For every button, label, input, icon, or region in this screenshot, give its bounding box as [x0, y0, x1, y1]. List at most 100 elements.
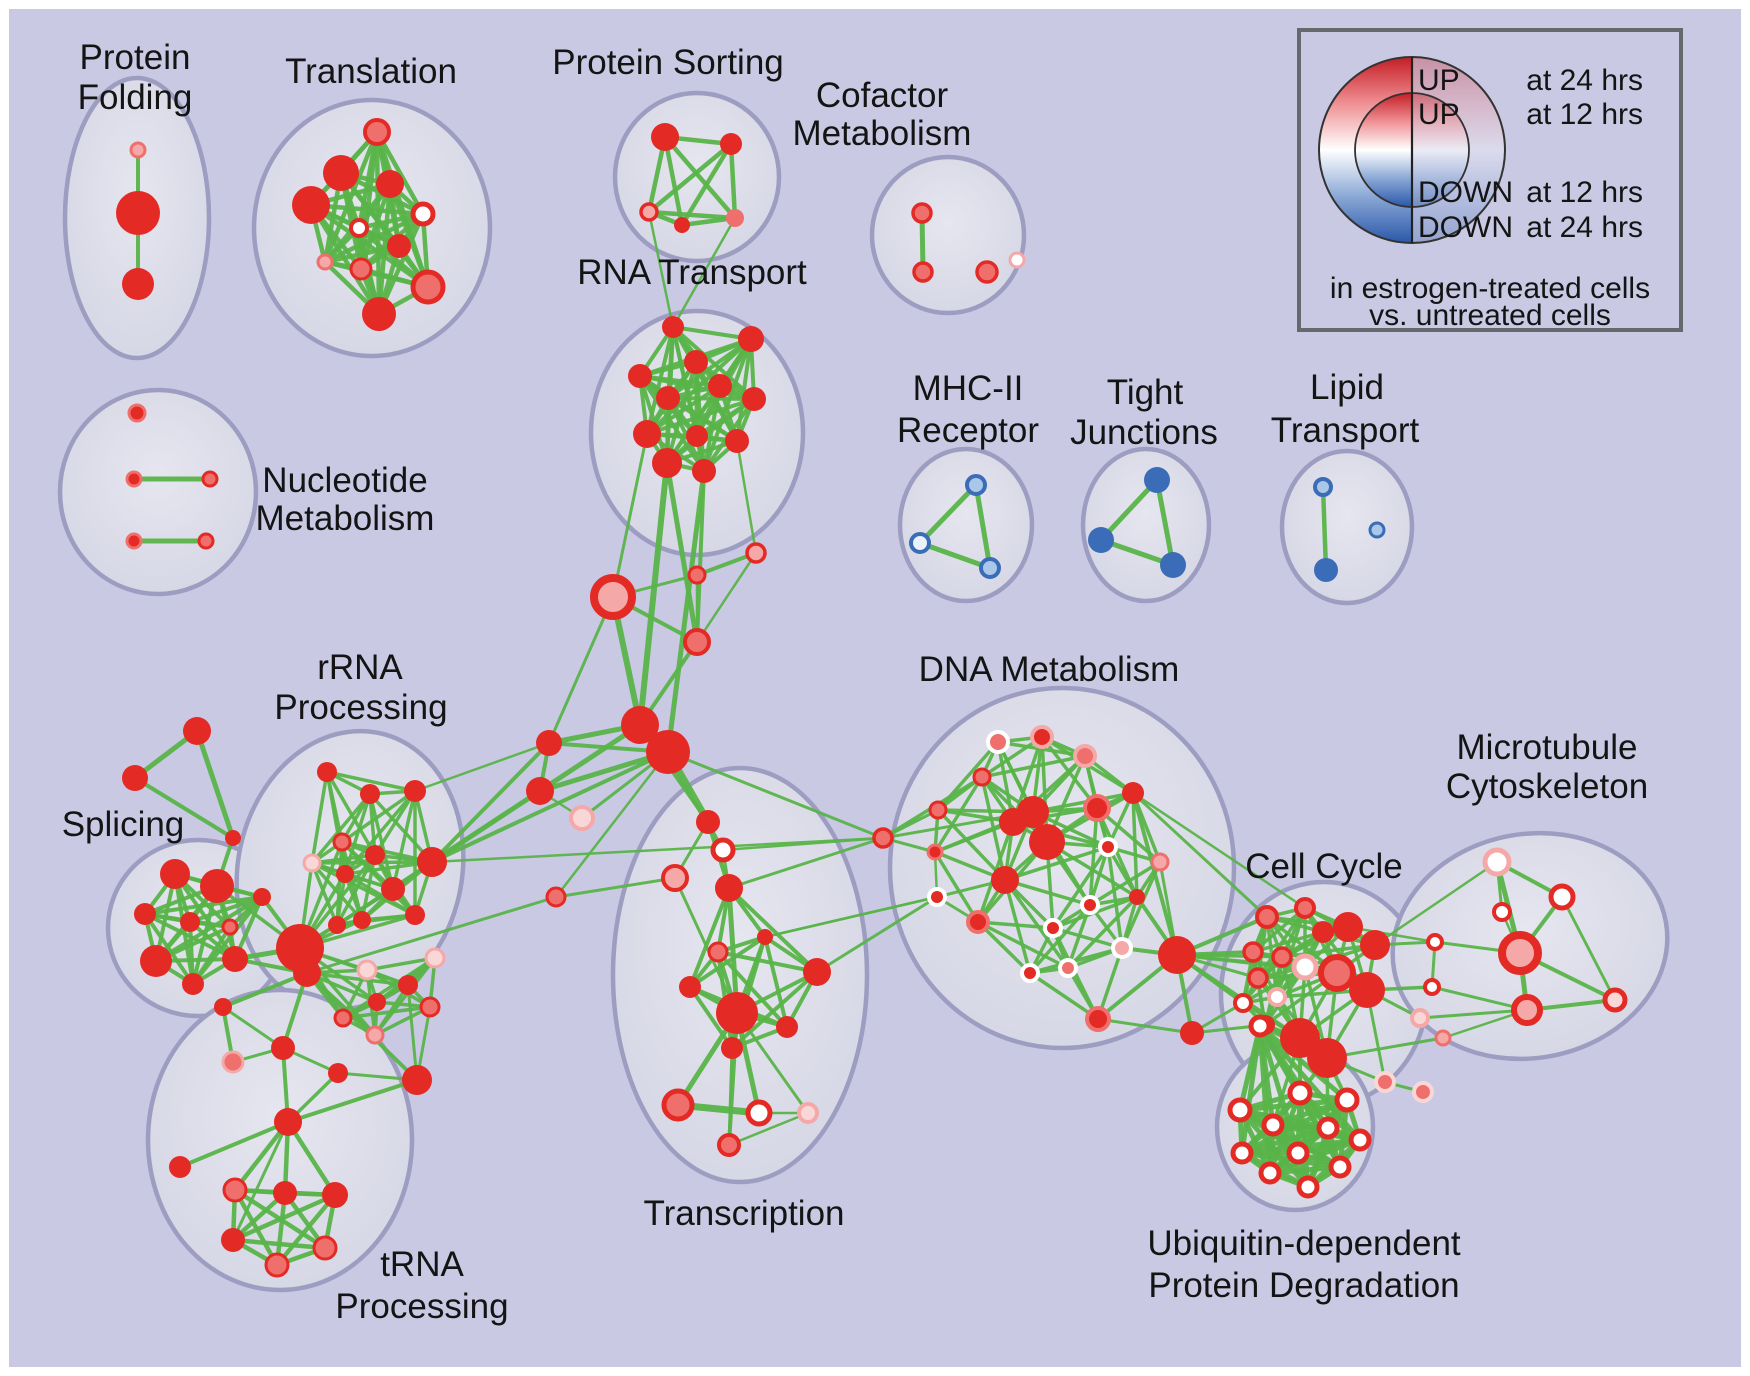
network-edge [194, 728, 236, 841]
cluster-label-rna-transport: RNA Transport [577, 253, 807, 292]
network-node [1313, 477, 1333, 497]
legend-direction-label: DOWN [1418, 176, 1513, 209]
network-edge [537, 749, 671, 794]
network-node [225, 830, 241, 846]
cluster-label-transcription: Transcription [644, 1194, 845, 1233]
network-node [710, 837, 736, 863]
network-edge [646, 141, 734, 215]
network-node [1360, 930, 1390, 960]
network-node [1230, 1141, 1254, 1165]
network-node [1160, 552, 1186, 578]
network-node [424, 947, 446, 969]
network-edge [1131, 791, 1179, 957]
cluster-label-tight-junctions: Tight [1107, 373, 1184, 412]
network-edge [335, 853, 377, 927]
network-node [160, 859, 190, 889]
cluster-label-protein-folding: Folding [78, 78, 193, 117]
network-edge [310, 861, 339, 927]
network-node [362, 297, 396, 331]
network-node [140, 945, 172, 977]
network-node [336, 865, 354, 883]
network-edge [695, 551, 758, 644]
network-node [720, 133, 742, 155]
network-edge [1003, 845, 1110, 882]
network-node [1286, 1141, 1310, 1165]
network-node [776, 1016, 798, 1038]
network-edge [671, 216, 737, 329]
network-node [292, 186, 330, 224]
network-edge [554, 750, 670, 899]
network-node [912, 261, 934, 283]
cluster-label-rrna-processing: Processing [274, 688, 447, 727]
network-edge [413, 741, 551, 793]
network-node [122, 268, 154, 300]
network-node [1267, 987, 1287, 1007]
network-node [197, 532, 215, 550]
network-node [1318, 954, 1356, 992]
network-edge [1430, 985, 1529, 1012]
network-node [1233, 993, 1253, 1013]
network-edge [310, 792, 372, 865]
cluster-labels: ProteinFoldingTranslationNucleotideMetab… [62, 38, 1648, 1326]
network-edge [232, 1119, 291, 1193]
network-node [545, 886, 567, 908]
network-node [221, 1228, 245, 1252]
network-node [1368, 521, 1386, 539]
network-node [264, 1252, 290, 1278]
cluster-label-ubiquitin-degradation: Protein Degradation [1148, 1266, 1459, 1305]
network-node [652, 448, 682, 478]
network-node [661, 864, 689, 892]
network-node [872, 827, 894, 849]
network-edge [688, 985, 734, 1050]
cluster-label-trna-processing: tRNA [380, 1245, 464, 1284]
cluster-label-cofactor-metabolism: Cofactor [816, 76, 949, 115]
network-node [201, 470, 219, 488]
network-node [365, 1025, 385, 1045]
network-node [621, 706, 659, 744]
network-edge [305, 895, 558, 975]
network-node [965, 474, 987, 496]
network-edge [310, 861, 364, 922]
network-node [349, 257, 373, 281]
legend-inner-right-half [1412, 93, 1469, 207]
network-node [797, 1102, 819, 1124]
network-edge [638, 374, 756, 401]
network-node [715, 874, 743, 902]
network-node [1423, 978, 1441, 996]
network-edge [1106, 845, 1124, 950]
network-node [368, 993, 386, 1011]
network-node [1349, 972, 1385, 1008]
network-node [1434, 1029, 1452, 1047]
network-node [122, 765, 148, 791]
network-node [1158, 936, 1196, 974]
network-node [536, 730, 562, 756]
cluster-label-nucleotide-metabolism: Nucleotide [262, 461, 427, 500]
cluster-lipid-transport [1279, 448, 1415, 606]
network-edge [286, 1078, 419, 1124]
network-edge [665, 468, 707, 755]
network-edge [343, 789, 417, 876]
network-edge [1051, 926, 1124, 950]
network-node [1328, 1155, 1352, 1179]
network-node [116, 191, 160, 235]
network-node [726, 209, 744, 227]
network-node [323, 155, 359, 191]
network-node [273, 1181, 297, 1205]
network-node [1511, 994, 1543, 1026]
network-edge [1418, 1008, 1529, 1020]
network-edge [430, 741, 551, 864]
network-edge [716, 950, 789, 1029]
cluster-label-lipid-transport: Transport [1271, 411, 1420, 450]
network-edge [230, 1237, 328, 1251]
network-edge [1239, 1023, 1263, 1156]
legend-footer: in estrogen-treated cells [1330, 272, 1650, 305]
network-node [1412, 1081, 1434, 1103]
network-node [646, 730, 690, 774]
network-edge [1373, 860, 1499, 947]
network-node [926, 843, 944, 861]
network-edge [1003, 878, 1070, 970]
network-node [1410, 1008, 1430, 1028]
network-edge [310, 770, 329, 865]
network-edge [365, 956, 437, 972]
network-edge [735, 439, 758, 555]
